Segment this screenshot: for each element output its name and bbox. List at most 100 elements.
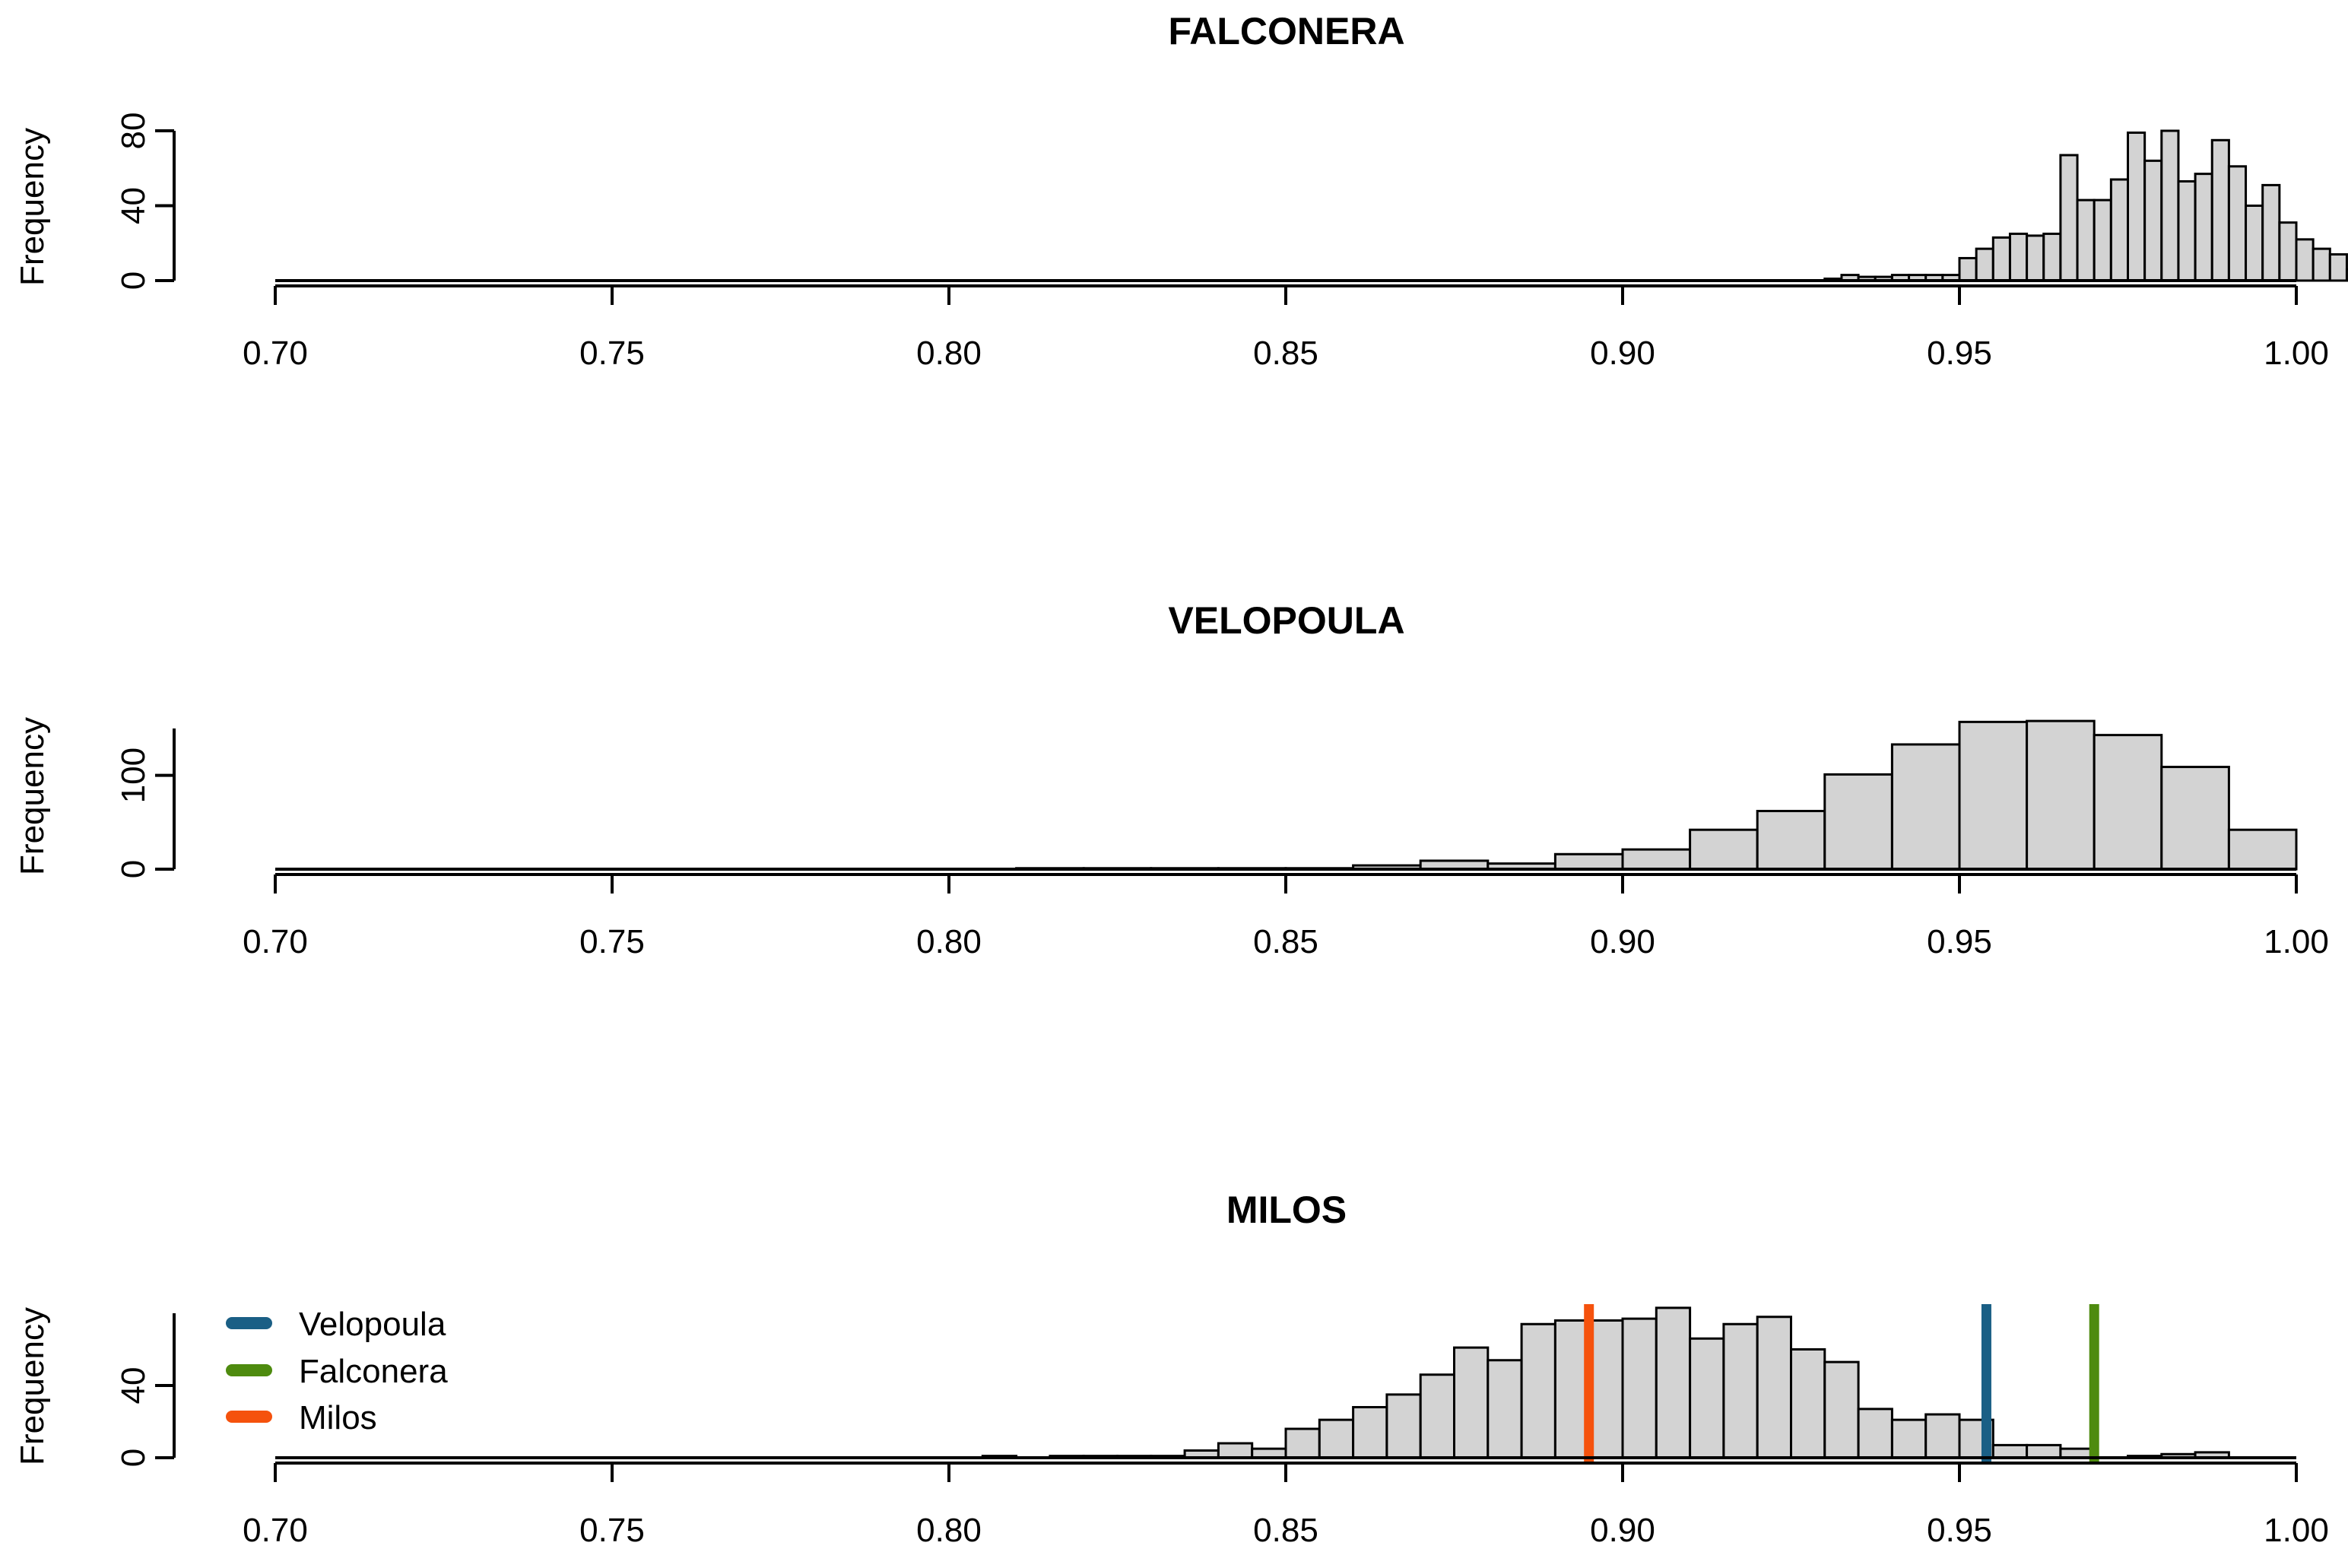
- histogram-bar: [2127, 131, 2147, 282]
- panel-title: FALCONERA: [1168, 10, 1404, 52]
- histogram-bar: [2042, 232, 2062, 282]
- y-tick-label: 80: [115, 113, 152, 150]
- histogram-bar: [1621, 1317, 1658, 1459]
- histogram-bar: [1689, 1337, 1725, 1459]
- axes: 0.70 0.75 0.80 0.85 0.90 0.95 1.00 0 40: [115, 1313, 2329, 1549]
- falconera-panel: FALCONERA Frequency 0.70 0.75 0.80 0.85 0.90…: [14, 10, 2348, 372]
- histogram-bar: [1924, 1413, 1961, 1459]
- x-tick-label: 0.75: [579, 923, 645, 960]
- legend-label-milos: Milos: [299, 1399, 377, 1436]
- histogram-bar: [2059, 154, 2079, 282]
- reference-lines: [1584, 1304, 2099, 1462]
- histogram-bar: [2160, 766, 2230, 871]
- histogram-bar: [1419, 1373, 1455, 1459]
- histogram-bar: [1520, 1322, 1556, 1459]
- velopoula-panel: VELOPOULA Frequency 0.70 0.75 0.80 0.85 0.90…: [14, 599, 2329, 960]
- x-tick-label: 0.95: [1927, 923, 1992, 960]
- histogram-bar: [1756, 1316, 1792, 1459]
- x-tick-label: 0.90: [1590, 335, 1655, 372]
- panel-title: MILOS: [1226, 1189, 1347, 1231]
- histogram-bar: [2026, 234, 2045, 282]
- y-axis-label: Frequency: [14, 1307, 51, 1465]
- x-tick-label: 0.90: [1590, 1512, 1655, 1549]
- histogram-bar: [1958, 720, 2029, 871]
- histogram-bar: [2109, 178, 2130, 282]
- histogram-bar: [1756, 810, 1826, 871]
- x-tick-label: 0.75: [579, 1512, 645, 1549]
- histogram-bar: [2210, 138, 2230, 282]
- y-tick-label: 0: [115, 271, 152, 290]
- histogram-bar: [2194, 173, 2213, 282]
- legend: Velopoula Falconera Milos: [226, 1306, 448, 1436]
- histogram-bar: [1890, 1418, 1928, 1459]
- histogram-bar: [1991, 236, 2011, 282]
- histogram-bar: [1890, 743, 1961, 871]
- histogram-bar: [2093, 734, 2163, 871]
- histogram-bar: [1857, 1408, 1893, 1459]
- x-tick-label: 0.70: [243, 335, 308, 372]
- axes: 0.70 0.75 0.80 0.85 0.90 0.95 1.00 0 100: [115, 728, 2329, 960]
- legend-label-velopoula: Velopoula: [299, 1306, 446, 1343]
- y-tick-label: 0: [115, 1449, 152, 1467]
- x-tick-label: 0.90: [1590, 923, 1655, 960]
- x-tick-label: 1.00: [2264, 335, 2329, 372]
- histogram-bar: [2026, 1443, 2062, 1459]
- histogram-bar: [1318, 1418, 1355, 1459]
- histogram-bar: [1487, 1359, 1523, 1459]
- histogram-bar: [2295, 238, 2315, 282]
- histogram-bar: [2026, 719, 2096, 871]
- histogram-bar: [1823, 1360, 1860, 1459]
- histogram-bar: [1284, 1427, 1321, 1459]
- histogram-bar: [2345, 268, 2348, 282]
- histogram-bar: [1553, 1319, 1591, 1459]
- histogram-bar: [1453, 1346, 1490, 1459]
- histogram-bar: [2076, 198, 2096, 282]
- x-tick-label: 0.80: [916, 923, 982, 960]
- x-tick-label: 0.70: [243, 1512, 308, 1549]
- x-tick-label: 0.85: [1253, 335, 1318, 372]
- histogram-bar: [2227, 165, 2248, 282]
- histogram-bar: [1790, 1348, 1826, 1459]
- histogram-bar: [2261, 183, 2281, 282]
- y-tick-label: 40: [115, 1367, 152, 1405]
- histogram-bar: [1975, 247, 1994, 282]
- x-tick-label: 1.00: [2264, 923, 2329, 960]
- histogram-bar: [2093, 198, 2112, 282]
- x-tick-label: 0.80: [916, 335, 982, 372]
- histogram-bar: [2245, 205, 2264, 282]
- y-tick-label: 0: [115, 860, 152, 878]
- histogram-bars: [1823, 129, 2348, 282]
- histogram-bar: [1722, 1322, 1759, 1459]
- x-tick-label: 0.95: [1927, 1512, 1992, 1549]
- histogram-bars: [1015, 719, 2298, 871]
- histogram-bar: [1352, 1406, 1388, 1459]
- y-axis-label: Frequency: [14, 717, 51, 875]
- histogram-bar: [2278, 221, 2298, 282]
- histogram-bar: [1385, 1393, 1422, 1459]
- axes: 0.70 0.75 0.80 0.85 0.90 0.95 1.00 0 40 80: [115, 113, 2329, 372]
- histogram-bar: [1553, 852, 1624, 871]
- panel-title: VELOPOULA: [1168, 599, 1404, 642]
- histogram-bar: [2160, 129, 2180, 282]
- milos-panel: MILOS Frequency 0.70 0.75 0.80 0.85 0.90 0.95…: [14, 1189, 2329, 1549]
- x-tick-label: 0.85: [1253, 923, 1318, 960]
- histogram-bar: [2312, 247, 2331, 282]
- y-tick-label: 40: [115, 187, 152, 224]
- legend-label-falconera: Falconera: [299, 1353, 448, 1390]
- histogram-bar: [2227, 828, 2298, 871]
- histogram-bar: [1958, 256, 1978, 282]
- x-tick-label: 0.70: [243, 923, 308, 960]
- histogram-bar: [2143, 159, 2163, 282]
- histogram-bar: [1823, 773, 1893, 871]
- histogram-bar: [1655, 1306, 1692, 1459]
- x-tick-label: 1.00: [2264, 1512, 2329, 1549]
- x-tick-label: 0.95: [1927, 335, 1992, 372]
- histogram-bars: [981, 1306, 2230, 1459]
- histogram-bar: [1217, 1442, 1254, 1459]
- x-tick-label: 0.75: [579, 335, 645, 372]
- histogram-bar: [1588, 1319, 1624, 1459]
- histogram-bar: [1991, 1443, 2029, 1459]
- histogram-bar: [1621, 848, 1692, 871]
- x-tick-label: 0.85: [1253, 1512, 1318, 1549]
